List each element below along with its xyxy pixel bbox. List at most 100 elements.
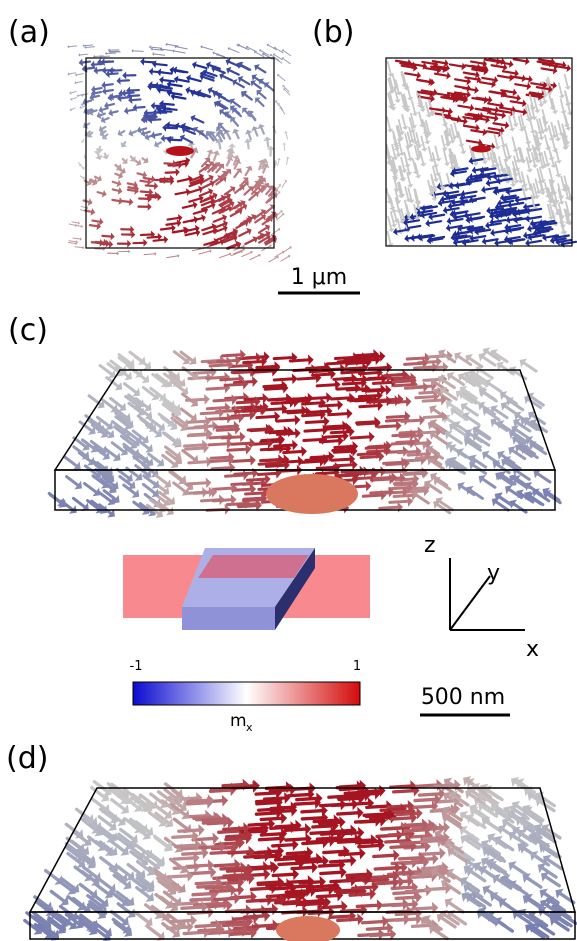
arrow xyxy=(152,52,154,56)
arrow xyxy=(189,189,199,192)
arrow xyxy=(401,842,421,843)
arrow xyxy=(375,868,395,869)
arrow xyxy=(341,827,347,839)
arrow xyxy=(170,93,181,95)
arrow xyxy=(261,460,279,461)
arrow xyxy=(273,874,293,875)
arrow xyxy=(184,220,195,223)
arrow xyxy=(219,143,220,149)
arrow xyxy=(295,428,301,439)
arrow xyxy=(196,65,207,68)
arrow xyxy=(446,224,451,232)
arrow xyxy=(264,385,282,386)
arrow xyxy=(481,186,486,194)
arrow xyxy=(495,106,500,114)
arrow xyxy=(509,189,521,191)
arrow xyxy=(391,846,411,847)
arrow xyxy=(416,457,434,458)
arrow xyxy=(390,811,410,812)
arrow xyxy=(419,112,422,124)
arrow xyxy=(517,471,529,479)
arrow xyxy=(229,49,239,53)
arrow xyxy=(194,211,205,214)
arrow xyxy=(151,87,161,88)
arrow xyxy=(177,254,179,258)
arrow xyxy=(396,897,416,898)
arrow xyxy=(452,119,464,121)
arrow xyxy=(486,207,491,215)
arrow xyxy=(400,432,418,433)
arrow xyxy=(173,836,193,837)
arrow xyxy=(215,865,235,866)
arrow xyxy=(94,64,102,65)
arrow xyxy=(111,96,118,97)
arrow xyxy=(417,80,429,82)
arrow xyxy=(206,477,212,488)
arrow xyxy=(392,887,412,888)
arrow xyxy=(143,484,154,492)
arrow xyxy=(433,167,436,179)
arrow xyxy=(176,47,187,49)
arrow xyxy=(121,131,124,133)
arrow xyxy=(257,416,275,417)
arrow xyxy=(140,58,144,66)
arrow xyxy=(227,836,247,837)
arrow xyxy=(303,415,321,416)
arrow xyxy=(442,136,445,148)
arrow xyxy=(370,934,390,935)
arrow xyxy=(158,142,161,144)
arrow xyxy=(490,113,502,115)
arrow xyxy=(387,117,390,129)
arrow xyxy=(186,427,204,428)
arrow xyxy=(194,492,212,493)
arrow xyxy=(281,812,287,824)
arrow xyxy=(176,168,180,176)
arrow xyxy=(109,240,113,248)
arrow xyxy=(186,233,197,236)
arrow xyxy=(435,146,438,158)
arrow xyxy=(297,798,317,799)
arrow xyxy=(200,192,210,196)
arrow xyxy=(187,803,207,804)
arrow xyxy=(283,59,290,64)
arrow xyxy=(113,189,119,190)
arrow xyxy=(483,116,495,118)
arrow xyxy=(417,71,422,79)
arrow xyxy=(398,219,401,231)
panel-label: (a) xyxy=(8,15,50,50)
arrow xyxy=(105,52,107,56)
arrow xyxy=(334,451,352,452)
arrow xyxy=(435,74,447,76)
arrow xyxy=(388,62,391,74)
arrow xyxy=(429,147,432,159)
arrow xyxy=(76,240,78,244)
arrow xyxy=(369,432,375,443)
arrow xyxy=(358,454,376,455)
arrow xyxy=(240,431,246,442)
arrow xyxy=(267,465,285,466)
arrow xyxy=(426,103,429,115)
arrow xyxy=(330,916,350,917)
arrow xyxy=(394,483,412,484)
arrow xyxy=(284,792,290,804)
arrow xyxy=(227,870,247,871)
arrow xyxy=(392,443,410,444)
arrow xyxy=(148,237,159,238)
arrow xyxy=(171,84,182,86)
colorbar-min: -1 xyxy=(130,659,143,674)
arrow xyxy=(281,108,285,114)
arrow xyxy=(495,135,498,147)
arrow xyxy=(402,420,420,421)
arrow xyxy=(161,228,172,229)
arrow xyxy=(500,108,512,110)
arrow xyxy=(155,134,161,135)
arrow xyxy=(380,507,398,508)
arrow xyxy=(505,406,517,414)
arrow xyxy=(234,171,238,177)
arrow xyxy=(303,903,323,904)
arrow xyxy=(514,504,526,512)
arrow xyxy=(468,213,480,215)
arrow xyxy=(244,362,262,363)
arrow xyxy=(145,132,150,134)
arrow xyxy=(214,53,224,57)
